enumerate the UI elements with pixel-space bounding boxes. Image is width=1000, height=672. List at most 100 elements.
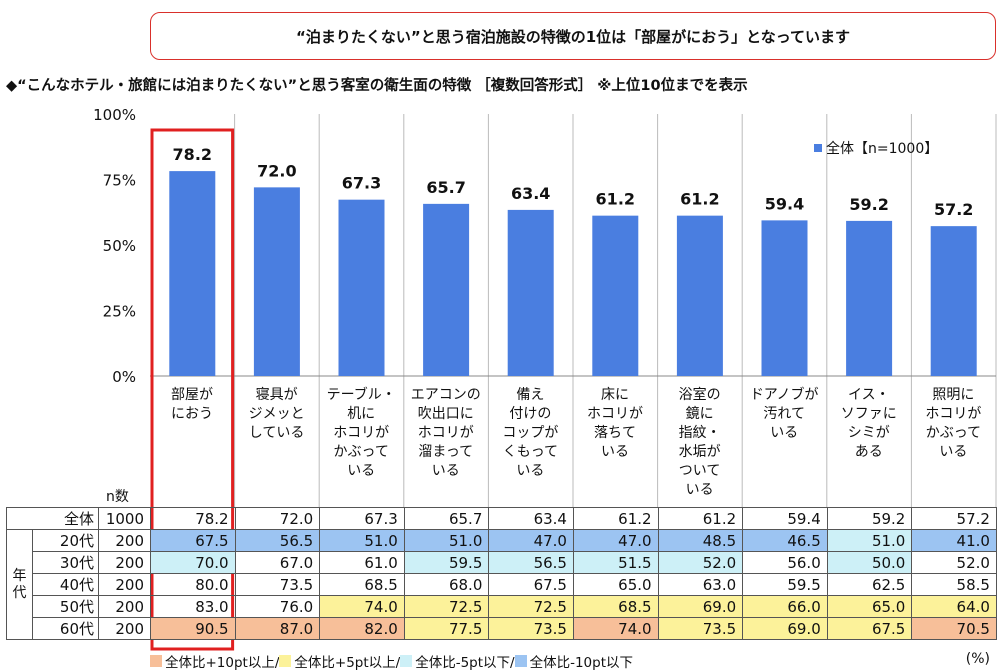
table-row: 30代 200 70.0 67.0 61.0 59.5 56.5 51.5 52.0 56.0 50… <box>7 551 997 574</box>
bar-value-label: 61.2 <box>680 190 719 209</box>
value-cell: 65.0 <box>572 573 659 596</box>
row-label: 30代 <box>32 551 99 574</box>
headline-banner: “泊まりたくない”と思う宿泊施設の特徴の1位は「部屋がにおう」となっています <box>150 12 996 60</box>
table-row: 50代 200 83.0 76.0 74.0 72.5 72.5 68.5 69.0 66.0 65… <box>7 595 997 618</box>
row-label: 50代 <box>32 595 99 618</box>
value-cell: 80.0 <box>150 573 236 596</box>
bar <box>592 215 639 376</box>
bar-value-label: 59.2 <box>849 195 888 214</box>
bar-value-label: 78.2 <box>173 145 212 164</box>
bar <box>169 171 216 376</box>
value-cell: 73.5 <box>657 617 744 640</box>
breakdown-table: 全体 1000 78.2 72.0 67.3 65.7 63.4 61.2 61.2 59.4 59… <box>6 507 997 640</box>
bar <box>338 199 385 376</box>
value-cell: 59.4 <box>742 507 828 530</box>
value-cell: 65.7 <box>403 507 490 530</box>
value-cell: 51.5 <box>572 551 659 574</box>
n-cell: 200 <box>98 529 151 552</box>
value-cell: 52.0 <box>911 551 997 574</box>
value-cell: 59.5 <box>403 551 490 574</box>
value-cell: 67.3 <box>319 507 405 530</box>
age-group-label: 年 代 <box>6 529 33 640</box>
row-label: 全体 <box>6 507 99 530</box>
value-cell: 90.5 <box>150 617 236 640</box>
value-cell: 56.5 <box>488 551 574 574</box>
value-cell: 87.0 <box>234 617 321 640</box>
n-cell: 200 <box>98 595 151 618</box>
value-cell: 72.0 <box>234 507 321 530</box>
legend-label: 全体【n=1000】 <box>826 141 939 157</box>
value-cell: 41.0 <box>911 529 997 552</box>
bar-value-label: 59.4 <box>765 194 804 213</box>
value-cell: 82.0 <box>319 617 405 640</box>
row-label: 60代 <box>32 617 99 640</box>
value-cell: 61.2 <box>657 507 744 530</box>
y-tick-label: 75% <box>103 172 136 190</box>
category-label: 備え 付けの コップが くもって いる <box>502 387 559 479</box>
value-cell: 69.0 <box>657 595 744 618</box>
value-cell: 58.5 <box>911 573 997 596</box>
category-label: エアコンの 吹出口に ホコリが 溜まって いる <box>410 387 481 479</box>
category-label: 照明に ホコリが かぶって いる <box>925 387 982 460</box>
value-cell: 70.5 <box>911 617 997 640</box>
value-cell: 47.0 <box>572 529 659 552</box>
category-label: 浴室の 鏡に 指紋・ 水垢が ついて いる <box>678 387 721 498</box>
shade-legend-minus10: 全体比-10pt以下 <box>529 655 634 671</box>
y-tick-label: 0% <box>112 368 136 386</box>
bar-value-label: 65.7 <box>426 178 465 197</box>
n-header: n数 <box>106 489 129 505</box>
bar <box>761 220 808 376</box>
table-row: 60代 200 90.5 87.0 82.0 77.5 73.5 74.0 73.5 69.0 67… <box>7 617 997 640</box>
value-cell: 51.0 <box>319 529 405 552</box>
table-row: 全体 1000 78.2 72.0 67.3 65.7 63.4 61.2 61.2 59.4 59… <box>6 507 997 530</box>
value-cell: 67.0 <box>234 551 321 574</box>
value-cell: 83.0 <box>150 595 236 618</box>
bar-value-label: 61.2 <box>596 190 635 209</box>
value-cell: 48.5 <box>657 529 744 552</box>
value-cell: 59.5 <box>742 573 828 596</box>
bar <box>253 187 300 376</box>
swatch-minus5 <box>400 655 413 667</box>
value-cell: 61.0 <box>319 551 405 574</box>
value-cell: 47.0 <box>488 529 574 552</box>
bar-value-label: 63.4 <box>511 184 550 203</box>
value-cell: 59.2 <box>826 507 913 530</box>
category-label: 寝具が ジメッと している <box>248 387 305 441</box>
chart-subtitle: ◆“こんなホテル・旅館には泊まりたくない”と思う客室の衛生面の特徴 ［複数回答形… <box>6 78 748 94</box>
n-cell: 200 <box>98 551 151 574</box>
value-cell: 67.5 <box>488 573 574 596</box>
value-cell: 68.5 <box>572 595 659 618</box>
value-cell: 61.2 <box>572 507 659 530</box>
value-cell: 56.5 <box>234 529 321 552</box>
value-cell: 65.0 <box>826 595 913 618</box>
value-cell: 63.4 <box>488 507 574 530</box>
bar <box>930 226 977 376</box>
value-cell: 52.0 <box>657 551 744 574</box>
value-cell: 73.5 <box>234 573 321 596</box>
value-cell: 73.5 <box>488 617 574 640</box>
y-tick-label: 25% <box>103 303 136 321</box>
row-label: 20代 <box>32 529 99 552</box>
value-cell: 51.0 <box>826 529 913 552</box>
row-label: 40代 <box>32 573 99 596</box>
value-cell: 74.0 <box>572 617 659 640</box>
value-cell: 67.5 <box>826 617 913 640</box>
legend-swatch <box>814 144 822 152</box>
value-cell: 72.5 <box>403 595 490 618</box>
category-label: 部屋が におう <box>171 387 213 422</box>
n-cell: 1000 <box>98 507 151 530</box>
bar <box>676 215 723 376</box>
shade-legend-plus10: 全体比+10pt以上/ <box>165 655 280 671</box>
value-cell: 72.5 <box>488 595 574 618</box>
bar-value-label: 67.3 <box>342 174 381 193</box>
swatch-plus10 <box>150 655 162 667</box>
shade-legend-minus5: 全体比-5pt以下/ <box>415 655 515 671</box>
unit-label: (%) <box>965 651 990 667</box>
value-cell: 69.0 <box>742 617 828 640</box>
category-label: テーブル・ 机に ホコリが かぶって いる <box>326 387 396 479</box>
table-row: 40代 200 80.0 73.5 68.5 68.0 67.5 65.0 63.0 59.5 62… <box>7 573 997 596</box>
n-cell: 200 <box>98 573 151 596</box>
value-cell: 64.0 <box>911 595 997 618</box>
value-cell: 76.0 <box>234 595 321 618</box>
value-cell: 74.0 <box>319 595 405 618</box>
